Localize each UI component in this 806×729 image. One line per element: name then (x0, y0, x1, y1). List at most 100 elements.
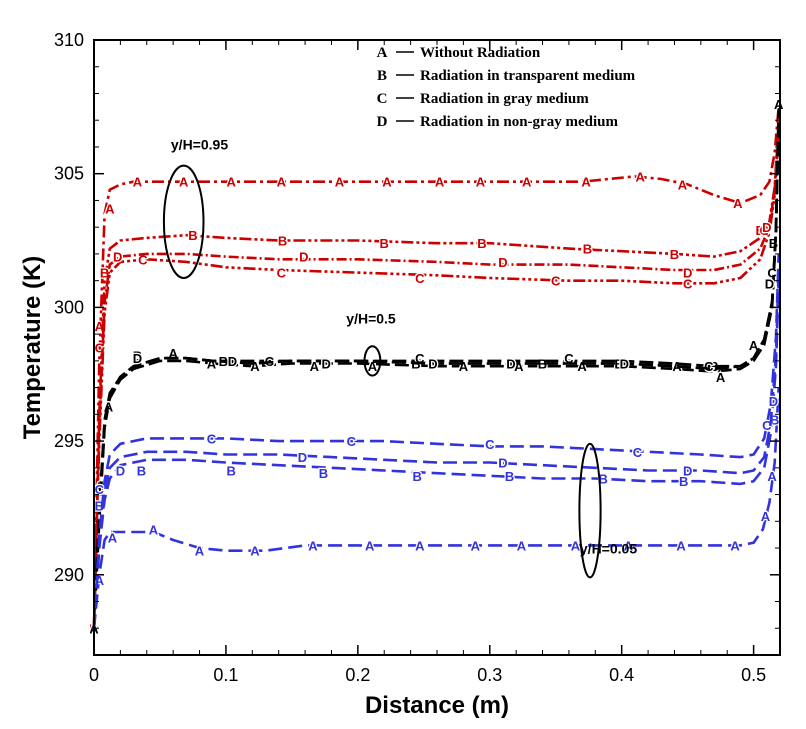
series-marker: C (347, 434, 357, 449)
series-marker: A (227, 175, 237, 190)
legend-entry: D Radiation in non-gray medium (377, 114, 619, 130)
series-marker: B (278, 234, 287, 249)
annotation-layer: y/H=0.95 y/H=0.5 y/H=0.05 (162, 137, 637, 579)
series-D-yH095: D D D D D D (90, 125, 780, 638)
series-marker: C (767, 266, 777, 281)
series-marker: A (149, 522, 159, 537)
legend-label: Radiation in non-gray medium (420, 114, 618, 130)
annotation-label: y/H=0.5 (346, 310, 396, 326)
series-marker: A (522, 175, 532, 190)
series-marker: A (133, 175, 143, 190)
series-line (92, 125, 780, 629)
series-marker: B (709, 359, 718, 374)
legend-entry: C Radiation in gray medium (377, 91, 590, 107)
series-marker: C (704, 359, 714, 374)
series-marker: C (415, 271, 425, 286)
series-D-yH05: D D D D D D D (92, 117, 780, 629)
series-marker: B (583, 242, 592, 257)
series-marker: C (207, 431, 217, 446)
y-axis-title: Temperature (K) (19, 256, 46, 440)
series-marker: B (477, 236, 486, 251)
series-marker: A (571, 538, 581, 553)
series-marker: A (195, 544, 205, 559)
series-marker: A (415, 538, 425, 553)
series-marker: D (498, 456, 507, 471)
series-A-yH05: A A A A A A A A A A A A A A A A (90, 96, 784, 638)
x-axis-title: Distance (m) (365, 692, 509, 719)
x-tick-label: 0.3 (477, 665, 502, 685)
series-marker: C (551, 274, 561, 289)
series-marker: A (676, 538, 686, 553)
series-marker: D (113, 250, 122, 265)
legend-entry: B Radiation in transparent medium (377, 68, 636, 84)
series-marker: B (227, 464, 236, 479)
series-line (92, 280, 780, 629)
legend-letter: D (377, 114, 388, 130)
series-line (92, 104, 780, 629)
annotation-ellipse (162, 164, 205, 280)
series-marker: D (762, 220, 771, 235)
series-marker: A (335, 175, 345, 190)
series-marker: C (633, 445, 643, 460)
series-marker: B (505, 469, 514, 484)
series-marker: D (428, 357, 437, 372)
series-marker: A (382, 175, 392, 190)
x-tick-label: 0.4 (609, 665, 634, 685)
series-marker: B (413, 469, 422, 484)
y-tick-label: 295 (54, 431, 84, 451)
series-marker: B (100, 266, 109, 281)
series-marker: A (624, 538, 634, 553)
legend-label: Radiation in transparent medium (420, 68, 636, 84)
series-marker: B (538, 357, 547, 372)
series-marker: B (670, 247, 679, 262)
series-line (92, 267, 780, 629)
series-marker: B (769, 236, 778, 251)
y-tick-label: 300 (54, 297, 84, 317)
legend-letter: B (377, 68, 387, 84)
series-marker: B (319, 466, 328, 481)
series-marker: D (506, 357, 515, 372)
series-D-yH005: D D D D D (92, 267, 780, 629)
series-marker: B (133, 349, 142, 364)
series-line (92, 117, 780, 629)
y-tick-label: 305 (54, 164, 84, 184)
series-marker: D (769, 394, 778, 409)
annotation-ellipse (363, 345, 382, 377)
series-marker: A (250, 544, 260, 559)
annotation-label: y/H=0.95 (171, 137, 228, 153)
series-marker: D (683, 464, 692, 479)
series-marker: A (277, 175, 287, 190)
legend-letter: C (377, 91, 388, 107)
series-marker: B (770, 413, 779, 428)
series-marker: B (756, 223, 765, 238)
legend: A Without Radiation B Radiation in transpar… (377, 45, 636, 130)
annotation-ellipse (578, 442, 602, 579)
series-marker: A (730, 538, 740, 553)
series-marker: A (678, 177, 688, 192)
series-marker: D (620, 357, 629, 372)
legend-letter: A (377, 45, 388, 61)
series-marker: A (105, 202, 115, 217)
series-marker: A (636, 169, 646, 184)
series-marker: A (179, 175, 189, 190)
series-marker: C (760, 223, 770, 238)
series-line (92, 253, 780, 629)
series-marker: A (581, 175, 591, 190)
series-marker: A (108, 530, 118, 545)
series-marker: D (298, 450, 307, 465)
series-marker: B (599, 472, 608, 487)
legend-entry: A Without Radiation (377, 45, 541, 61)
series-marker: A (716, 370, 726, 385)
x-tick-label: 0 (89, 665, 99, 685)
axis-layer: 290 295 300 305 310 0 0.1 0.2 0.3 0.4 0.5 (54, 30, 781, 685)
series-marker: B (380, 236, 389, 251)
series-C-yH005: C C C C C C (92, 253, 780, 629)
series-marker: D (299, 250, 308, 265)
series-line (92, 120, 780, 629)
legend-label: Radiation in gray medium (420, 91, 589, 107)
series-marker: D (683, 266, 692, 281)
series-marker: B (95, 498, 104, 513)
y-tick-label: 290 (54, 565, 84, 585)
